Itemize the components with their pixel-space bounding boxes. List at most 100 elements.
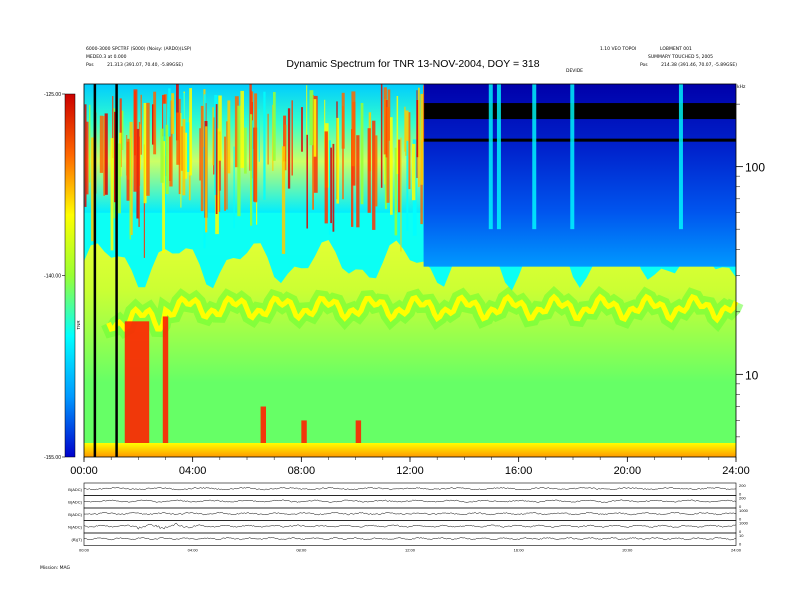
x-tick-label: 04:00 bbox=[179, 465, 207, 477]
line-panel-tick-label: 0 bbox=[739, 504, 742, 509]
line-panel-tick-label: 0 bbox=[739, 492, 742, 497]
burst-streak bbox=[146, 102, 150, 196]
low-frequency-burst bbox=[162, 316, 169, 457]
burst-streak bbox=[168, 88, 171, 137]
burst-streak bbox=[129, 138, 131, 240]
burst-streak bbox=[226, 121, 228, 210]
line-panel-label: N(ADC) bbox=[68, 525, 83, 530]
colorbar-label: TNR bbox=[76, 320, 81, 330]
burst-streak bbox=[272, 104, 274, 171]
low-frequency-burst bbox=[301, 420, 307, 457]
burst-streak bbox=[281, 146, 286, 254]
line-panel bbox=[83, 532, 737, 546]
burst-streak bbox=[136, 128, 140, 219]
burst-streak bbox=[418, 87, 420, 187]
burst-streak bbox=[182, 119, 186, 196]
burst-streak bbox=[121, 110, 124, 150]
burst-streak bbox=[380, 84, 383, 188]
burst-streak bbox=[406, 140, 409, 231]
footer-label: Mission: MAG bbox=[40, 566, 70, 571]
vertical-emission-lane bbox=[496, 84, 501, 230]
colorbar-tick-label: -140.00 bbox=[44, 274, 61, 280]
burst-streak bbox=[114, 111, 116, 203]
burst-streak bbox=[267, 113, 269, 165]
burst-streak bbox=[189, 88, 192, 176]
burst-streak bbox=[306, 85, 308, 138]
burst-streak bbox=[324, 99, 326, 148]
header-left-pos: Pos 21.313 (391.07, 70.40, -5.89GSE) bbox=[86, 63, 183, 68]
burst-streak bbox=[273, 92, 276, 161]
burst-streak bbox=[99, 115, 104, 173]
vertical-emission-lane bbox=[678, 84, 683, 230]
burst-streak bbox=[263, 91, 266, 200]
burst-streak bbox=[313, 99, 317, 157]
line-panel-tick-label: 0 bbox=[739, 542, 742, 547]
burst-streak bbox=[396, 96, 399, 174]
line-panel-x-tick-label: 24:00 bbox=[731, 548, 742, 553]
burst-streak bbox=[291, 100, 293, 176]
burst-streak bbox=[180, 126, 184, 171]
burst-streak bbox=[171, 93, 175, 134]
burst-streak bbox=[126, 135, 128, 176]
line-panel-x-tick-label: 00:00 bbox=[79, 548, 90, 553]
spectrogram-image bbox=[84, 84, 744, 457]
burst-streak bbox=[383, 87, 387, 155]
y-tick-label: 10 bbox=[745, 368, 759, 382]
line-panel-trace bbox=[83, 537, 737, 541]
header-right-line-1: 1.10 VEO TOPOI bbox=[600, 47, 637, 52]
line-panel-label: B(ADC) bbox=[68, 500, 82, 505]
line-panel-tick-label: 0 bbox=[739, 529, 742, 534]
header-mid-tag: DEVIDE bbox=[566, 69, 584, 74]
burst-streak bbox=[420, 93, 424, 185]
burst-streak bbox=[218, 95, 222, 161]
burst-streak bbox=[205, 126, 208, 233]
burst-streak bbox=[423, 85, 425, 142]
burst-streak bbox=[160, 128, 164, 183]
burst-streak bbox=[200, 105, 204, 212]
burst-streak bbox=[224, 136, 226, 211]
line-panel-x-tick-label: 16:00 bbox=[514, 548, 525, 553]
burst-streak bbox=[404, 106, 406, 152]
burst-streak bbox=[165, 124, 169, 194]
header-right-pos: Pos 214.38 (391.46, 70.07, -5.89GSE) bbox=[640, 63, 737, 68]
burst-streak bbox=[351, 91, 356, 167]
burst-streak bbox=[139, 124, 141, 170]
header-right-tag: LOBMENT 001 bbox=[660, 47, 692, 52]
header-left-pos-value: 21.313 (391.07, 70.40, -5.89GSE) bbox=[107, 63, 183, 68]
burst-streak bbox=[244, 127, 247, 174]
burst-streak bbox=[258, 109, 260, 162]
burst-streak bbox=[356, 135, 360, 228]
burst-streak bbox=[351, 129, 354, 227]
y-tick-label: 100 bbox=[745, 161, 765, 175]
burst-streak bbox=[405, 110, 409, 156]
burst-streak bbox=[390, 117, 393, 215]
burst-streak bbox=[112, 96, 114, 159]
burst-streak bbox=[332, 143, 335, 232]
burst-streak bbox=[110, 138, 114, 251]
burst-streak bbox=[416, 100, 420, 158]
colorbar-tick-label: -125.00 bbox=[44, 92, 61, 98]
burst-streak bbox=[215, 104, 218, 214]
header-right-line-2: SUMMARY TOUCHED 5, 2005 bbox=[648, 55, 714, 60]
line-panel-tick-label: 0 bbox=[739, 517, 742, 522]
x-tick-label: 16:00 bbox=[505, 465, 533, 477]
burst-streak bbox=[240, 90, 244, 168]
line-panel-x-tick-label: 12:00 bbox=[405, 548, 416, 553]
burst-streak bbox=[336, 117, 339, 204]
burst-streak bbox=[176, 84, 179, 141]
burst-streak bbox=[400, 137, 402, 252]
line-panel-label: B(ADC) bbox=[68, 512, 82, 517]
burst-streak bbox=[138, 136, 140, 227]
burst-streak bbox=[306, 134, 308, 229]
chart-title: Dynamic Spectrum for TNR 13-NOV-2004, DO… bbox=[286, 58, 540, 70]
burst-streak bbox=[374, 135, 378, 207]
line-panel-label: (B)(T) bbox=[72, 537, 83, 542]
burst-streak bbox=[416, 90, 418, 178]
colorbar-tick-label: -155.00 bbox=[44, 455, 61, 461]
burst-streak bbox=[185, 122, 190, 172]
low-frequency-burst bbox=[124, 321, 150, 457]
header-right-pos-value: 214.38 (391.46, 70.07, -5.89GSE) bbox=[661, 63, 737, 68]
burst-streak bbox=[140, 94, 142, 155]
low-frequency-burst bbox=[260, 406, 267, 457]
